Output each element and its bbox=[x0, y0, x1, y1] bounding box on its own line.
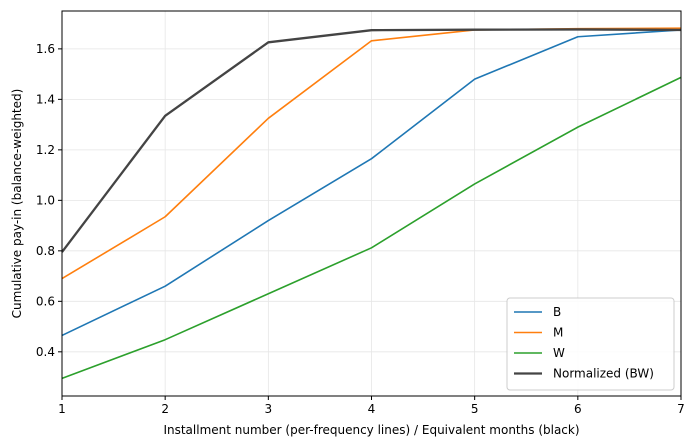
x-tick-label: 5 bbox=[471, 402, 479, 416]
series-line-w bbox=[61, 76, 682, 380]
legend-label: W bbox=[553, 346, 565, 360]
legend-box bbox=[506, 297, 675, 391]
grid bbox=[61, 11, 682, 396]
y-tick-label: 1.0 bbox=[36, 193, 55, 207]
y-tick-label: 0.8 bbox=[36, 244, 55, 258]
y-tick-label: 0.6 bbox=[36, 294, 55, 308]
x-tick-label: 6 bbox=[574, 402, 582, 416]
y-tick-label: 1.6 bbox=[36, 42, 55, 56]
y-tick-label: 1.2 bbox=[36, 143, 55, 157]
x-tick-label: 3 bbox=[265, 402, 273, 416]
x-tick-label: 1 bbox=[58, 402, 66, 416]
axis-ticks: 1 2 3 4 5 6 7 0.4 0.6 0.8 1.0 1.2 1.4 1.6 bbox=[36, 42, 685, 416]
y-axis-label: Cumulative pay-in (balance-weighted) bbox=[10, 89, 24, 319]
series-line-b bbox=[61, 29, 682, 337]
x-axis-label: Installment number (per-frequency lines)… bbox=[163, 423, 579, 437]
x-tick-label: 4 bbox=[368, 402, 376, 416]
legend: BMW Normalized (BW) bbox=[506, 297, 675, 391]
legend-label: B bbox=[553, 305, 561, 319]
y-tick-label: 0.4 bbox=[36, 345, 55, 359]
legend-label: M bbox=[553, 326, 563, 340]
x-tick-label: 7 bbox=[677, 402, 685, 416]
y-tick-label: 1.4 bbox=[36, 92, 55, 106]
series-line-normalized-bw bbox=[61, 28, 682, 253]
series-lines bbox=[61, 27, 682, 380]
legend-label: Normalized (BW) bbox=[553, 367, 654, 381]
x-tick-label: 2 bbox=[161, 402, 169, 416]
